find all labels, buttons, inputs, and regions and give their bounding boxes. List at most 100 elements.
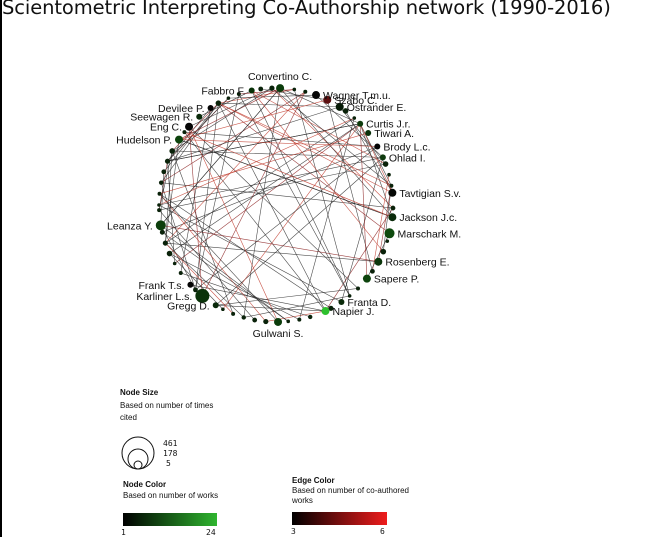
co-authorship-edge bbox=[180, 272, 311, 318]
co-authorship-edge bbox=[251, 90, 350, 297]
author-label: Eng C. bbox=[150, 122, 182, 134]
author-label: Szabo C. bbox=[334, 95, 377, 107]
co-authorship-edge bbox=[158, 209, 255, 321]
author-label: Gregg D. bbox=[167, 300, 210, 312]
author-label: Jackson J.c. bbox=[399, 212, 457, 224]
author-node-small bbox=[390, 205, 396, 211]
co-authorship-edge bbox=[165, 91, 306, 244]
node-size-value-small: 5 bbox=[166, 459, 171, 468]
author-node[interactable] bbox=[379, 154, 386, 161]
co-authorship-edge bbox=[178, 99, 328, 140]
author-node-small bbox=[162, 240, 168, 246]
author-node-small bbox=[193, 287, 198, 293]
author-node-small bbox=[328, 305, 334, 311]
co-authorship-edge bbox=[218, 103, 326, 312]
author-label: Sapere P. bbox=[374, 274, 419, 286]
author-label: Ohlad I. bbox=[389, 152, 426, 164]
author-node[interactable] bbox=[321, 307, 330, 316]
node-size-value-large: 461 bbox=[163, 439, 178, 448]
node-color-caption: Based on number of works bbox=[123, 491, 219, 500]
co-authorship-edge bbox=[184, 131, 393, 218]
author-node[interactable] bbox=[276, 84, 285, 93]
co-authorship-edge bbox=[172, 150, 383, 158]
author-node[interactable] bbox=[365, 129, 372, 136]
author-node-small bbox=[221, 307, 225, 312]
author-node[interactable] bbox=[187, 281, 194, 288]
node-size-circles bbox=[121, 436, 155, 470]
author-label: Rosenberg E. bbox=[385, 257, 449, 269]
co-authorship-edge bbox=[160, 171, 165, 226]
author-label: Gulwani S. bbox=[253, 328, 304, 340]
author-node[interactable] bbox=[335, 102, 344, 111]
author-node-small bbox=[164, 158, 171, 164]
author-node[interactable] bbox=[388, 188, 397, 197]
edge-color-max: 6 bbox=[380, 527, 385, 536]
author-node[interactable] bbox=[207, 105, 214, 112]
co-authorship-edge bbox=[372, 174, 390, 272]
author-node[interactable] bbox=[155, 220, 166, 231]
node-color-max: 24 bbox=[206, 528, 216, 537]
node-color-gradient-bar bbox=[123, 513, 217, 526]
author-node-small bbox=[263, 318, 269, 325]
author-node-small bbox=[380, 248, 387, 255]
author-node-small bbox=[352, 116, 357, 120]
node-size-value-medium: 178 bbox=[163, 449, 178, 458]
co-authorship-edge bbox=[215, 157, 384, 306]
author-node[interactable] bbox=[196, 113, 203, 120]
co-authorship-edge bbox=[169, 253, 224, 310]
author-node[interactable] bbox=[323, 95, 332, 104]
co-authorship-edge bbox=[159, 193, 267, 322]
co-authorship-edge bbox=[158, 157, 383, 206]
author-node[interactable] bbox=[338, 298, 345, 305]
left-border bbox=[0, 0, 2, 537]
co-authorship-network: Fabbro F.Convertino C. Wagner T.m.u.Szabo… bbox=[107, 71, 461, 340]
co-authorship-edge bbox=[169, 123, 361, 254]
author-node[interactable] bbox=[312, 91, 321, 100]
author-node-small bbox=[241, 315, 246, 320]
co-authorship-edge bbox=[167, 106, 340, 162]
author-node[interactable] bbox=[374, 143, 381, 150]
author-node-small bbox=[157, 208, 162, 213]
author-node-small bbox=[297, 317, 302, 322]
author-label: Wagner T.m.u. bbox=[323, 90, 391, 102]
co-authorship-edge bbox=[218, 102, 390, 234]
author-node-small bbox=[169, 148, 176, 154]
author-node-small bbox=[226, 96, 231, 100]
author-node-small bbox=[178, 270, 183, 275]
author-node[interactable] bbox=[274, 317, 283, 326]
co-authorship-edge bbox=[158, 204, 342, 303]
edge-color-caption: Based on number of co-authored works bbox=[292, 486, 409, 505]
author-node[interactable] bbox=[374, 257, 383, 266]
author-node-small bbox=[231, 311, 236, 316]
co-authorship-edge bbox=[188, 126, 279, 323]
author-node[interactable] bbox=[195, 288, 210, 303]
author-label: Franta D. bbox=[347, 297, 391, 309]
author-node[interactable] bbox=[384, 228, 395, 239]
author-node[interactable] bbox=[362, 274, 371, 283]
co-authorship-edge bbox=[159, 193, 279, 323]
author-node[interactable] bbox=[248, 87, 255, 94]
author-label: Hudelson P. bbox=[116, 135, 172, 147]
author-node-small bbox=[342, 108, 349, 114]
author-node[interactable] bbox=[388, 213, 397, 222]
author-label: Ostrander E. bbox=[347, 102, 407, 114]
co-authorship-edge bbox=[165, 139, 180, 244]
author-node[interactable] bbox=[357, 120, 364, 127]
co-authorship-edge bbox=[359, 123, 393, 193]
co-authorship-edge bbox=[359, 123, 368, 279]
author-label: Convertino C. bbox=[248, 71, 312, 83]
co-authorship-edge bbox=[218, 102, 393, 194]
author-node[interactable] bbox=[175, 135, 184, 144]
author-node-small bbox=[286, 319, 291, 324]
co-authorship-edge bbox=[167, 161, 175, 264]
author-node[interactable] bbox=[212, 302, 219, 309]
author-node[interactable] bbox=[185, 122, 194, 131]
co-authorship-edge bbox=[238, 93, 350, 297]
co-authorship-edge bbox=[180, 107, 211, 273]
author-label: Fabbro F. bbox=[201, 86, 245, 98]
author-node-small bbox=[292, 87, 297, 92]
co-authorship-edge bbox=[251, 90, 384, 252]
co-authorship-edge bbox=[382, 185, 392, 252]
network-edges bbox=[158, 87, 394, 323]
author-label: Seewagen R. bbox=[130, 112, 193, 124]
